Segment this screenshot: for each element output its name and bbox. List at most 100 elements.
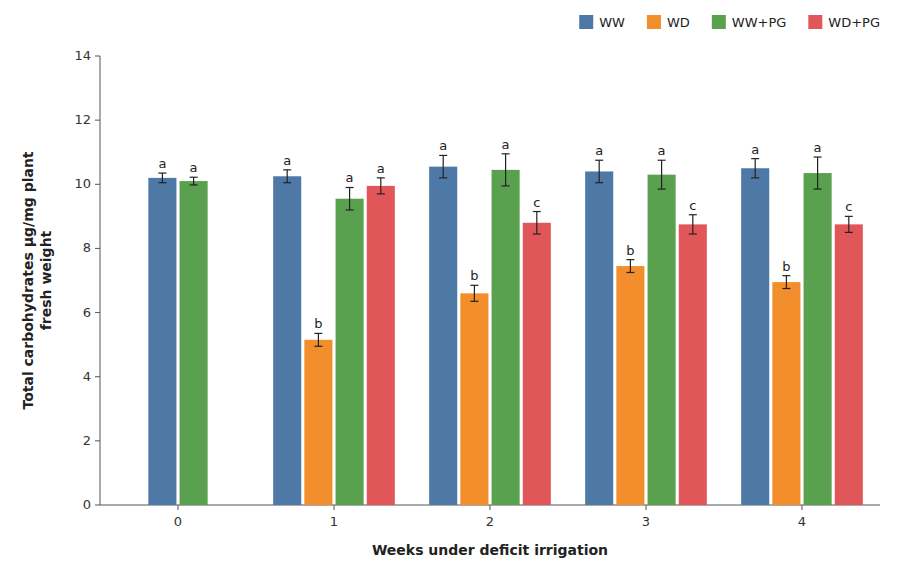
legend-item: WW	[579, 15, 625, 30]
error-bar-cap	[346, 209, 354, 210]
y-tick-label: 8	[83, 240, 91, 255]
legend-label: WD+PG	[828, 15, 880, 30]
annotations: aaabaaabacabacabac	[158, 137, 852, 332]
annotation: a	[346, 170, 354, 185]
error-bar-cap	[658, 160, 666, 161]
error-bar	[689, 215, 697, 234]
bar	[148, 178, 176, 505]
legend-label: WW	[599, 15, 625, 30]
annotation: a	[595, 143, 603, 158]
error-bar-cap	[346, 187, 354, 188]
legend-swatch	[647, 15, 661, 29]
x-tick-label: 4	[798, 514, 806, 529]
legend-swatch	[808, 15, 822, 29]
annotation: a	[814, 140, 822, 155]
bar	[429, 167, 457, 505]
legend-swatch	[712, 15, 726, 29]
bar	[741, 168, 769, 505]
annotation: a	[751, 142, 759, 157]
error-bar-stem	[786, 276, 787, 289]
y-tick	[95, 505, 100, 506]
y-tick-label: 2	[83, 433, 91, 448]
legend: WW WD WW+PG WD+PG	[579, 15, 880, 30]
error-bar-stem	[287, 170, 288, 183]
bars	[148, 154, 862, 505]
y-tick-label: 4	[83, 369, 91, 384]
error-bar	[439, 155, 447, 177]
annotation: a	[439, 138, 447, 153]
error-bar-stem	[630, 260, 631, 273]
x-axis: 0 1 2 3 4	[100, 505, 880, 529]
error-bar-cap	[845, 216, 853, 217]
x-tick	[490, 505, 491, 510]
bar	[273, 176, 301, 505]
y-axis-label-line: fresh weight	[38, 230, 54, 330]
error-bar-cap	[658, 188, 666, 189]
legend-item: WD	[647, 15, 690, 30]
error-bar-cap	[595, 182, 603, 183]
legend-item: WD+PG	[808, 15, 880, 30]
error-bar	[314, 333, 322, 346]
annotation: b	[470, 268, 478, 283]
error-bar-cap	[314, 333, 322, 334]
legend-item: WW+PG	[712, 15, 787, 30]
error-bar-cap	[470, 285, 478, 286]
annotation: b	[626, 243, 634, 258]
error-bar-cap	[502, 153, 510, 154]
y-tick	[95, 120, 100, 121]
annotation: a	[502, 137, 510, 152]
bar	[460, 293, 488, 505]
error-bar-cap	[751, 158, 759, 159]
y-axis-label: Total carbohydrates μg/mg plantfresh wei…	[20, 151, 54, 409]
bar	[523, 223, 551, 505]
annotation: b	[782, 259, 790, 274]
bar	[804, 173, 832, 505]
x-tick-label: 2	[486, 514, 494, 529]
x-tick	[334, 505, 335, 510]
bar	[835, 224, 863, 505]
chart: 0246810121401234Weeks under deficit irri…	[0, 0, 900, 574]
error-bar-cap	[533, 211, 541, 212]
error-bar-cap	[283, 182, 291, 183]
error-bar	[470, 285, 478, 301]
error-bar-cap	[814, 156, 822, 157]
x-tick	[646, 505, 647, 510]
error-bar-stem	[692, 215, 693, 234]
x-tick	[178, 505, 179, 510]
error-bar-stem	[162, 173, 163, 183]
error-bar-cap	[439, 177, 447, 178]
y-tick-label: 6	[83, 305, 91, 320]
annotation: a	[283, 153, 291, 168]
legend-label: WD	[667, 15, 690, 30]
error-bar-cap	[314, 346, 322, 347]
legend-swatch	[579, 15, 593, 29]
error-bar	[283, 170, 291, 183]
error-bar-cap	[782, 288, 790, 289]
x-tick-label: 3	[642, 514, 650, 529]
x-tick-label: 0	[174, 514, 182, 529]
annotation: c	[689, 198, 696, 213]
bar	[304, 340, 332, 505]
error-bar	[158, 173, 166, 183]
error-bar	[190, 177, 198, 185]
y-tick	[95, 440, 100, 441]
bar	[585, 171, 613, 505]
error-bar-stem	[443, 155, 444, 177]
error-bar-stem	[380, 178, 381, 194]
bar	[679, 224, 707, 505]
error-bar-stem	[599, 160, 600, 182]
bar	[180, 181, 208, 505]
error-bar-cap	[626, 272, 634, 273]
bar	[616, 266, 644, 505]
y-tick	[95, 376, 100, 377]
x-tick-label: 1	[330, 514, 338, 529]
error-bar-cap	[190, 177, 198, 178]
error-bar	[377, 178, 385, 194]
annotation: c	[845, 199, 852, 214]
y-axis-line	[100, 56, 101, 505]
error-bar-cap	[782, 275, 790, 276]
y-tick-label: 0	[83, 497, 91, 512]
y-tick	[95, 184, 100, 185]
y-tick-label: 14	[74, 48, 91, 63]
error-bar	[845, 216, 853, 232]
